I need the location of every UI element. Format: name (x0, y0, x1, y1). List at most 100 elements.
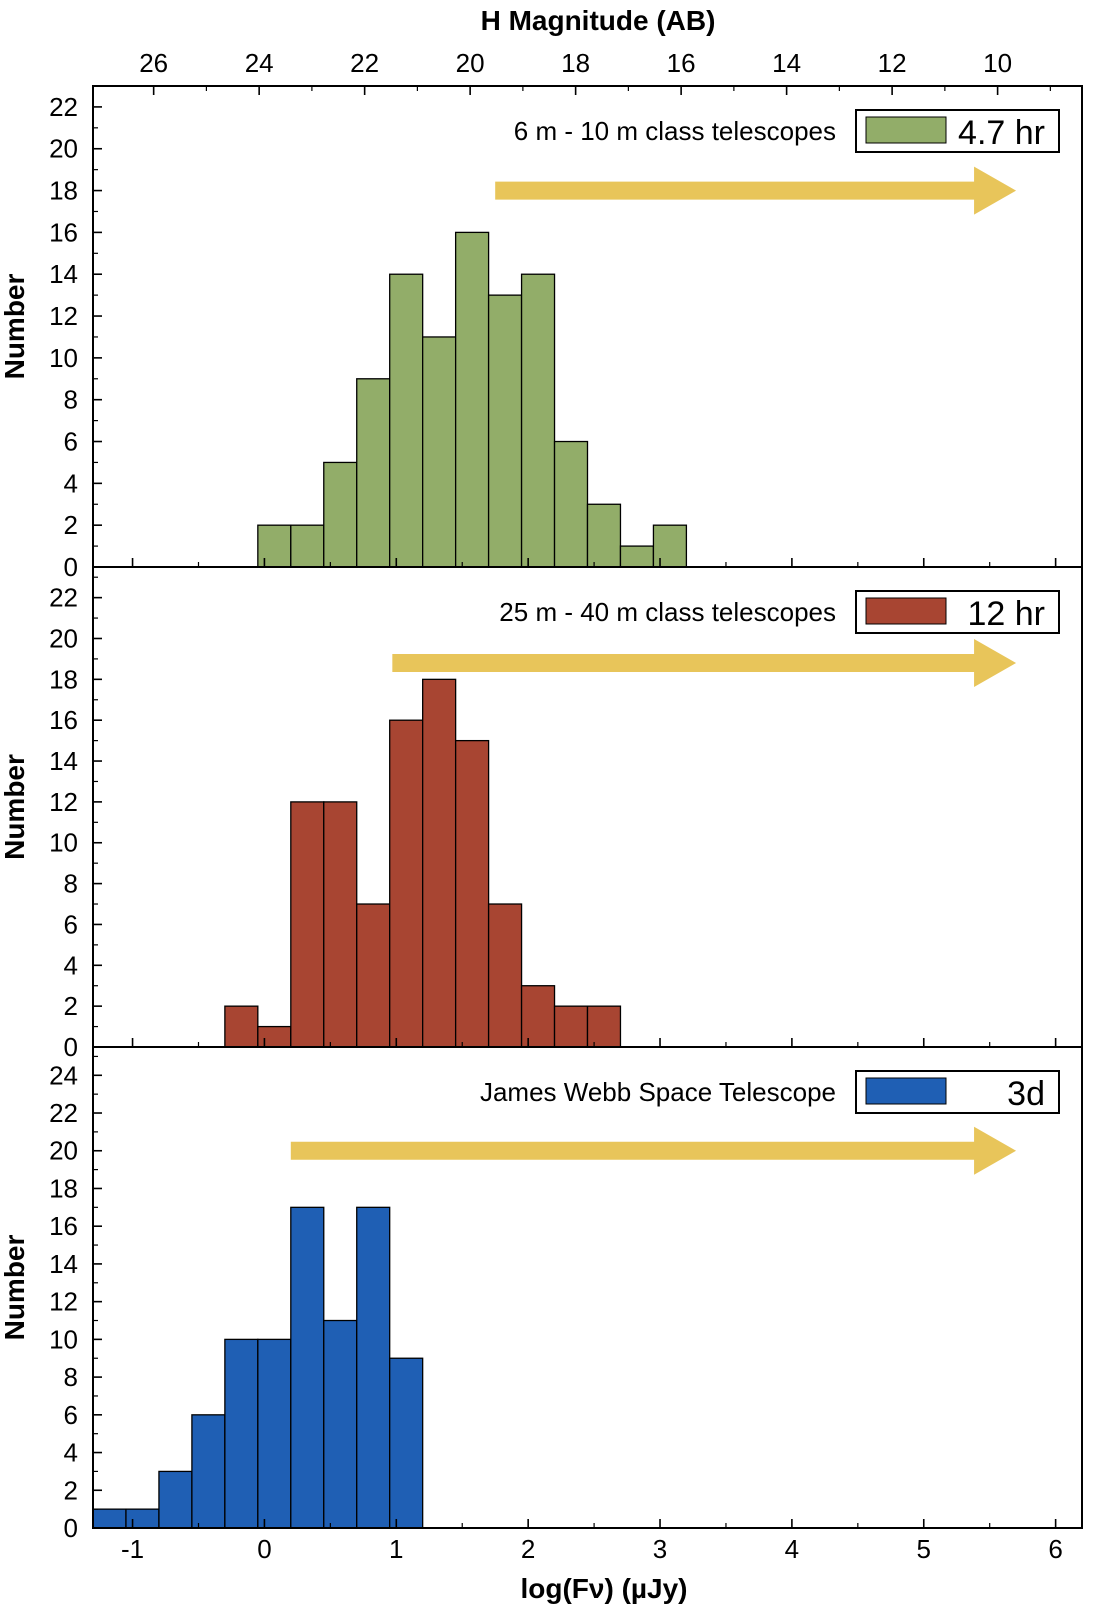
y-tick-label: 0 (64, 552, 78, 582)
y-tick-label: 10 (49, 828, 78, 858)
y-axis-title: Number (0, 274, 30, 380)
legend-label: 4.7 hr (958, 114, 1045, 152)
y-tick-label: 12 (49, 1287, 78, 1317)
y-tick-label: 12 (49, 787, 78, 817)
y-tick-label: 0 (64, 1032, 78, 1062)
y-tick-label: 8 (64, 385, 78, 415)
x-tick-label: 3 (653, 1534, 667, 1564)
histogram-bar (389, 1357, 424, 1529)
y-tick-label: 14 (49, 259, 78, 289)
histogram-bar (520, 273, 556, 568)
top-tick-label: 14 (772, 48, 801, 78)
y-tick-label: 6 (64, 909, 78, 939)
histogram-bar (323, 461, 358, 568)
top-tick-label: 10 (983, 48, 1012, 78)
histogram-bar (619, 545, 655, 568)
legend-label: 12 hr (968, 595, 1046, 633)
y-tick-label: 14 (49, 746, 78, 776)
y-tick-label: 4 (64, 468, 78, 498)
y-axis-title: Number (0, 1235, 30, 1341)
top-tick-label: 26 (139, 48, 168, 78)
histogram-bar (257, 1338, 292, 1529)
y-tick-label: 8 (64, 1362, 78, 1392)
y-tick-label: 24 (49, 1060, 78, 1090)
histogram-bar (389, 273, 424, 568)
y-tick-label: 10 (49, 1324, 78, 1354)
x-tick-label: 2 (521, 1534, 535, 1564)
histogram-bar (586, 1005, 622, 1048)
y-tick-label: 6 (64, 1400, 78, 1430)
histogram-bar (520, 985, 556, 1048)
histogram-bar (92, 1508, 127, 1529)
y-tick-label: 8 (64, 869, 78, 899)
y-tick-label: 16 (49, 1211, 78, 1241)
histogram-bar (290, 1206, 325, 1529)
y-tick-label: 16 (49, 217, 78, 247)
histogram-bar (454, 231, 490, 568)
top-tick-label: 16 (667, 48, 696, 78)
legend-label: 3d (1007, 1075, 1045, 1113)
y-tick-label: 2 (64, 991, 78, 1021)
top-tick-label: 12 (878, 48, 907, 78)
x-tick-label: 5 (917, 1534, 931, 1564)
top-tick-label: 18 (561, 48, 590, 78)
y-tick-label: 0 (64, 1513, 78, 1543)
histogram-bar (224, 1005, 259, 1048)
histogram-bar (553, 1005, 589, 1048)
histogram-bar (553, 440, 589, 568)
histogram-bar (191, 1414, 226, 1529)
detection-limit-arrow (290, 1126, 1017, 1175)
y-tick-label: 22 (49, 92, 78, 122)
y-tick-label: 18 (49, 1173, 78, 1203)
y-tick-label: 4 (64, 950, 78, 980)
histogram-bar (487, 294, 523, 568)
histogram-bar (356, 378, 391, 568)
top-axis-title: H Magnitude (AB) (481, 5, 716, 36)
y-tick-label: 22 (49, 583, 78, 613)
y-tick-label: 18 (49, 664, 78, 694)
panel-annotation: James Webb Space Telescope (480, 1077, 836, 1107)
y-tick-label: 22 (49, 1098, 78, 1128)
y-tick-label: 6 (64, 427, 78, 457)
top-tick-label: 20 (456, 48, 485, 78)
x-tick-label: -1 (121, 1534, 144, 1564)
top-tick-label: 22 (350, 48, 379, 78)
histogram-bar (356, 1206, 391, 1529)
histogram-bar (224, 1338, 259, 1529)
bottom-axis-title: log(Fν) (µJy) (520, 1573, 687, 1604)
histogram-bar (389, 719, 424, 1048)
detection-limit-arrow (392, 639, 1017, 687)
histogram-bar (422, 336, 457, 568)
y-axis-title: Number (0, 754, 30, 860)
top-tick-label: 24 (245, 48, 274, 78)
histogram-bar (125, 1508, 160, 1529)
y-tick-label: 18 (49, 176, 78, 206)
histogram-bar (323, 801, 358, 1048)
y-tick-label: 2 (64, 1475, 78, 1505)
y-tick-label: 20 (49, 134, 78, 164)
histogram-bar (257, 524, 292, 568)
legend-swatch (865, 597, 947, 625)
histogram-bar (652, 524, 688, 568)
y-tick-label: 2 (64, 510, 78, 540)
panel-annotation: 6 m - 10 m class telescopes (514, 116, 836, 146)
x-tick-label: 4 (785, 1534, 799, 1564)
histogram-bar (454, 739, 490, 1048)
histogram-bar (158, 1470, 193, 1529)
x-tick-label: 0 (257, 1534, 271, 1564)
x-tick-label: 1 (389, 1534, 403, 1564)
detection-limit-arrow (495, 166, 1017, 215)
panel-frame (92, 1046, 1083, 1529)
histogram-bar (356, 903, 391, 1048)
y-tick-label: 16 (49, 705, 78, 735)
y-tick-label: 4 (64, 1438, 78, 1468)
histogram-bar (290, 524, 325, 568)
histogram-bar (487, 903, 523, 1048)
y-tick-label: 10 (49, 343, 78, 373)
y-tick-label: 20 (49, 1136, 78, 1166)
histogram-bar (323, 1319, 358, 1529)
y-tick-label: 20 (49, 623, 78, 653)
y-tick-label: 14 (49, 1249, 78, 1279)
